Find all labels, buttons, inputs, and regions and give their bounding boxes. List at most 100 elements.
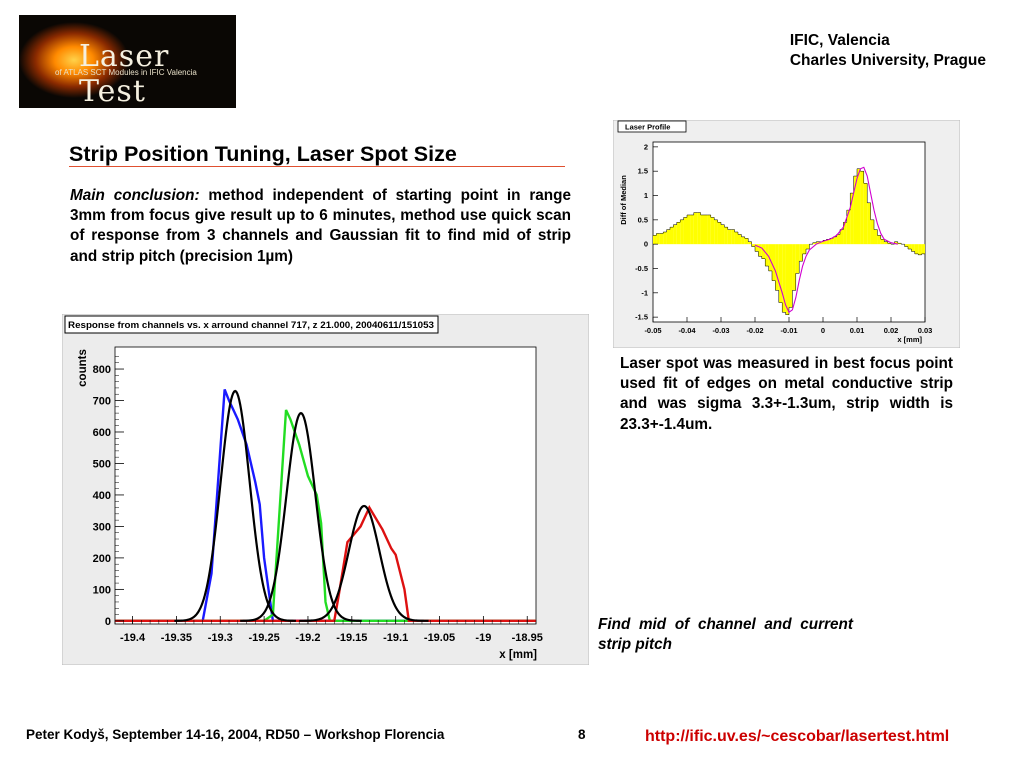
x-tick-label: -0.01 — [780, 326, 797, 335]
histogram-bar — [782, 244, 786, 313]
find-mid-text: Find mid of channel and current strip pi… — [598, 616, 853, 654]
channel-response-line — [115, 409, 536, 623]
histogram-bar — [884, 241, 888, 245]
histogram-bar — [877, 235, 881, 245]
y-tick-label: 1 — [644, 191, 648, 200]
response-frame — [114, 346, 537, 625]
x-tick-label: 0.02 — [884, 326, 899, 335]
histogram-bar — [738, 234, 742, 245]
histogram-bar — [918, 244, 922, 255]
histogram-bar — [751, 244, 755, 247]
logo-subtitle: of ATLAS SCT Modules in IFIC Valencia — [55, 68, 197, 77]
y-tick-label: -1.5 — [635, 313, 648, 322]
histogram-bar — [806, 244, 810, 250]
x-tick-label: 0.03 — [918, 326, 933, 335]
response-ylabel: counts — [77, 349, 89, 387]
channel-response-line — [115, 504, 536, 623]
x-tick-label: -0.02 — [746, 326, 763, 335]
histogram-bar — [683, 217, 687, 245]
gaussian-fit-line — [299, 504, 429, 622]
histogram-bar — [894, 241, 898, 245]
histogram-bar — [880, 239, 885, 245]
main-conclusion: Main conclusion: method independent of s… — [70, 186, 571, 267]
main-conclusion-label: Main conclusion: — [70, 187, 200, 204]
x-tick-label: -0.03 — [712, 326, 729, 335]
histogram-bar — [792, 244, 796, 291]
laser-profile-title-box — [617, 120, 687, 133]
laser-spot-text: Laser spot was measured in best focus po… — [620, 355, 953, 433]
gaussian-fit-line — [174, 389, 296, 622]
histogram-bar — [860, 171, 864, 245]
laser-profile-title: Laser Profile — [625, 123, 670, 132]
histogram-bar — [721, 224, 725, 245]
histogram-bar — [829, 238, 834, 245]
x-tick-label: -19 — [475, 632, 491, 644]
histogram-bar — [755, 244, 759, 252]
y-tick-label: 0 — [105, 616, 111, 628]
x-tick-label: -19.35 — [161, 632, 192, 644]
histogram-bar — [853, 176, 857, 245]
channel-response-line — [115, 389, 536, 623]
x-tick-label: -0.05 — [644, 326, 661, 335]
histogram-bar — [897, 243, 902, 245]
response-xlabel: x [mm] — [499, 649, 537, 661]
x-tick-label: 0 — [821, 326, 825, 335]
histogram-bar — [795, 244, 800, 274]
histogram-bar — [819, 241, 823, 245]
histogram-bar — [799, 244, 803, 262]
y-tick-label: 2 — [644, 142, 648, 151]
histogram-bar — [666, 229, 670, 245]
y-tick-label: 700 — [93, 396, 111, 408]
histogram-bar — [714, 219, 718, 245]
histogram-bar — [789, 244, 793, 308]
laser-profile-ylabel: Diff of Median — [619, 175, 628, 225]
histogram-bar — [697, 212, 701, 245]
x-tick-label: -19.2 — [295, 632, 320, 644]
histogram-bar — [761, 244, 766, 259]
response-title: Response from channels vs. x arround cha… — [68, 320, 434, 330]
response-chart: -19.4 -19.35 -19.3 -19.25 -19.2 -19.15 -19.1 -1… — [62, 314, 589, 665]
histogram-bar — [850, 193, 854, 245]
slide-title: Strip Position Tuning, Laser Spot Size — [69, 142, 457, 166]
footer-url-link[interactable]: http://ific.uv.es/~cescobar/lasertest.ht… — [645, 728, 950, 745]
y-tick-label: 800 — [93, 364, 111, 376]
y-tick-label: 200 — [93, 553, 111, 565]
histogram-bar — [904, 244, 908, 247]
laser-test-logo: Laser Test of ATLAS SCT Modules in IFIC … — [19, 15, 236, 108]
histogram-bar — [731, 229, 735, 245]
histogram-bar — [680, 219, 684, 245]
histogram-bar — [812, 242, 817, 245]
histogram-bar — [823, 240, 827, 245]
histogram-bar — [693, 212, 698, 245]
histogram-bar — [908, 244, 912, 250]
x-tick-label: -0.04 — [678, 326, 696, 335]
response-title-box — [64, 315, 439, 334]
gaussian-fit-line — [240, 411, 362, 622]
laser-profile-plot: -0.05 -0.04 -0.03 -0.02 -0.01 0 0.01 0.02 0.03 -1… — [635, 142, 932, 335]
main-conclusion-text: method independent of starting point in … — [70, 187, 571, 265]
histogram-bar — [700, 214, 704, 245]
page-number: 8 — [578, 727, 586, 742]
histogram-bar — [663, 232, 667, 245]
histogram-bar — [724, 227, 728, 245]
histogram-bar — [717, 222, 721, 245]
histogram-bar — [670, 227, 674, 245]
logo-title: Laser Test — [79, 39, 170, 108]
laser-profile-chart: -0.05 -0.04 -0.03 -0.02 -0.01 0 0.01 0.02 0.03 -1… — [613, 120, 960, 348]
histogram-bar — [911, 244, 915, 252]
histogram-bar — [863, 183, 868, 245]
histogram-bar — [734, 232, 738, 245]
x-tick-label: -19.05 — [424, 632, 455, 644]
y-tick-label: 500 — [93, 458, 111, 470]
y-tick-label: 300 — [93, 521, 111, 533]
histogram-bar — [775, 244, 779, 291]
logo-glow — [19, 15, 236, 108]
title-underline — [69, 166, 565, 167]
histogram-bar — [826, 239, 830, 245]
histogram-bar — [836, 234, 840, 245]
histogram-bar — [843, 222, 847, 245]
institution-ific: IFIC, Valencia — [789, 32, 890, 49]
histogram-bar — [772, 244, 776, 281]
histogram-bar — [656, 233, 660, 245]
histogram-bar — [887, 243, 891, 245]
